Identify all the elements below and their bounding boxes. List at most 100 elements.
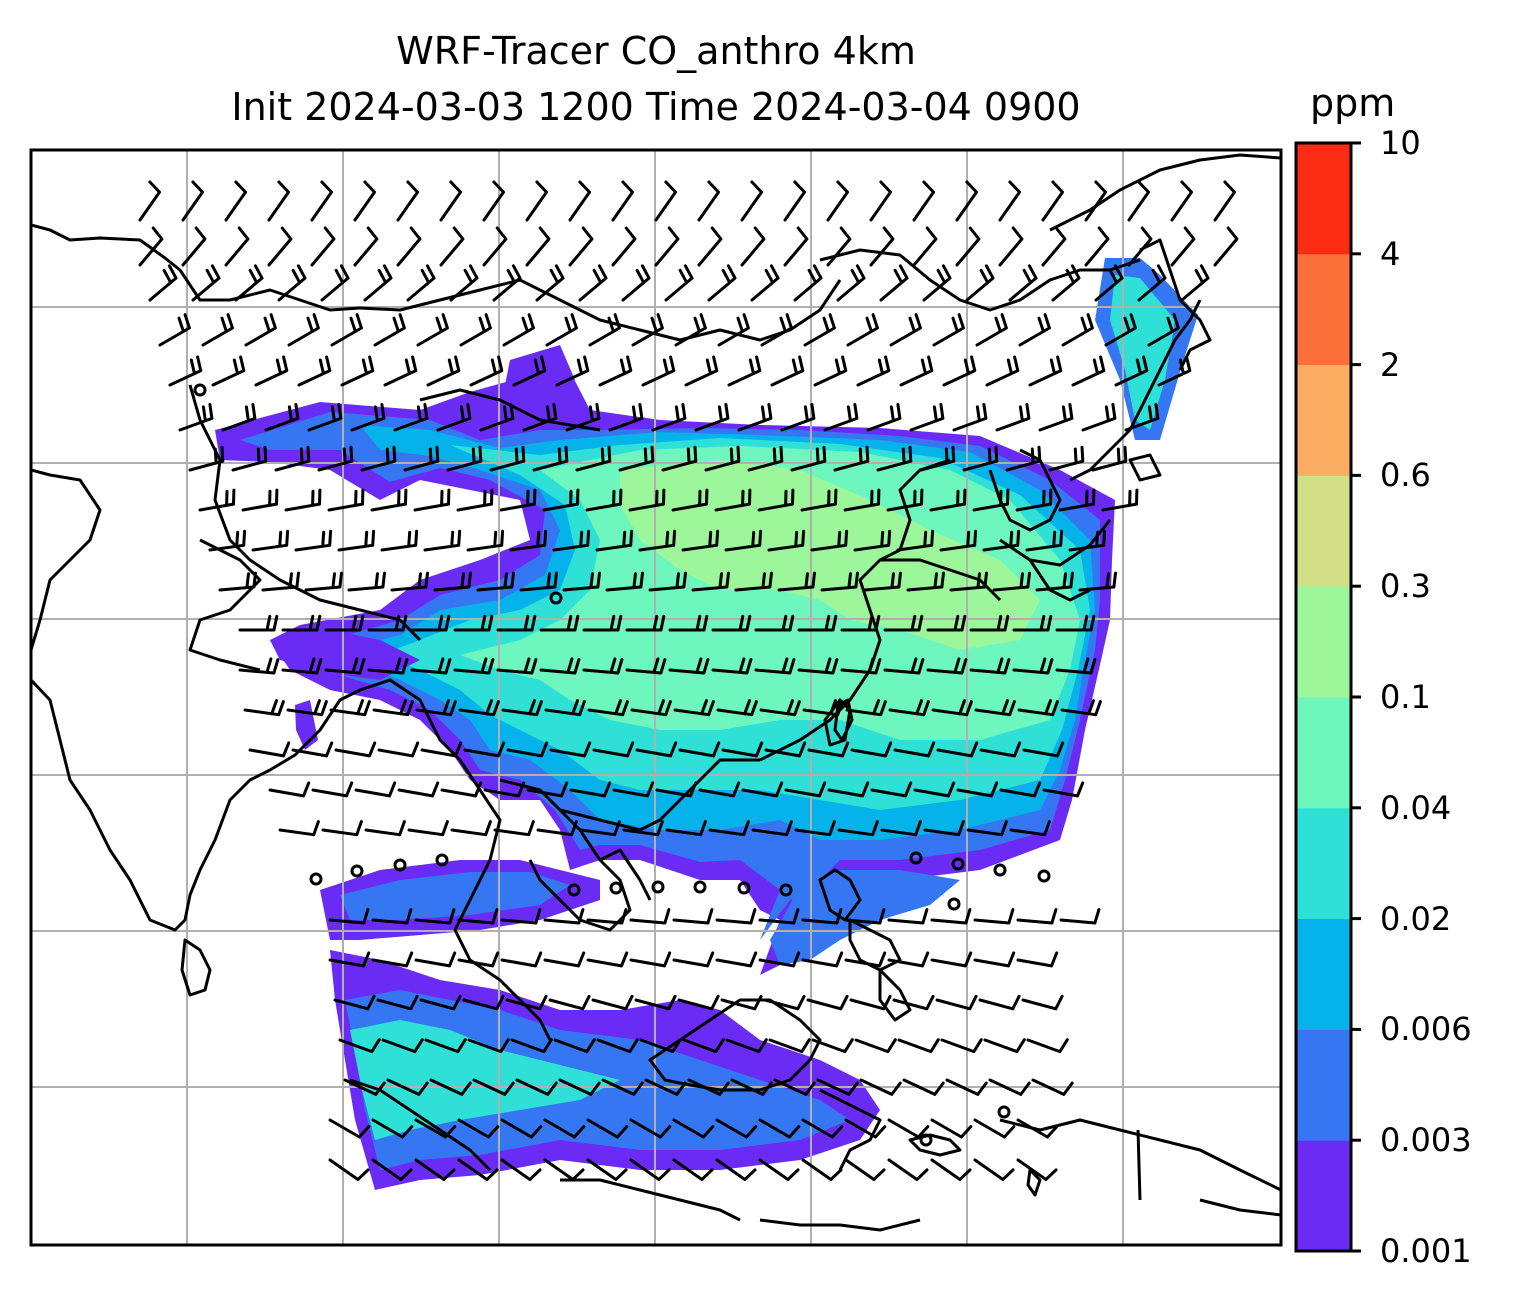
co-patch-philippines [770,870,960,965]
wind-barb [635,741,678,758]
wind-barb [811,1038,854,1054]
wind-barb [456,488,494,512]
wind-barb [264,403,300,432]
colorbar-unit-label: ppm [1310,81,1396,125]
wind-barb [694,403,730,432]
wind-barb [758,1118,801,1139]
wind-barb [1091,445,1128,472]
wind-barb [211,355,246,387]
wind-barb [704,445,741,472]
wind-barb [1078,571,1117,592]
wind-barb [793,264,823,302]
wind-barb [715,1118,758,1139]
wind-barb [1114,355,1149,387]
wind-barb [992,571,1031,592]
wind-barb [221,403,257,432]
wind-barb [543,908,585,925]
wind-barb [267,180,290,222]
wind-barb [784,781,827,798]
wind-barb [611,226,637,267]
wind-barb [329,699,371,717]
wind-barb [1101,488,1139,512]
wind-barb [330,313,363,347]
wind-barb [284,488,322,512]
wind-barb [949,571,988,592]
wind-barb [500,1158,542,1181]
colorbar-segment [1296,143,1351,255]
wind-barb [801,1158,843,1181]
wind-barb [697,180,720,222]
wind-barb [800,488,838,512]
wind-barb [827,781,870,798]
wind-barb [372,699,414,717]
colorbar-segment [1296,807,1351,920]
wind-barb [367,614,408,632]
wind-barb [813,355,848,387]
wind-barb [410,614,451,632]
wind-barb [515,1078,558,1096]
wind-barb [999,781,1042,798]
wind-barb [975,313,1008,347]
wind-barb [1055,657,1097,675]
wind-barb [354,781,397,798]
wind-barb [678,741,721,758]
wind-barb [1051,264,1081,302]
wind-barb [181,226,207,267]
wind-barb [307,403,343,432]
wind-barb [340,355,375,387]
wind-barb [880,820,922,837]
colorbar-segment [1296,697,1351,809]
wind-barb [224,180,247,222]
wind-barb [371,951,414,968]
wind-barb [178,403,214,432]
wind-barb [469,355,504,387]
plot-title-line2: Init 2024-03-03 1200 Time 2024-03-04 090… [231,85,1081,129]
wind-barb [338,1038,381,1054]
wind-barb [930,951,973,968]
wind-barb [466,529,505,552]
wind-barb [138,226,164,267]
wind-barb [1009,820,1051,837]
wind-barb [1016,1118,1059,1139]
wind-barb [367,657,409,675]
wind-barb [671,488,709,512]
wind-barb [1018,313,1051,347]
wind-barb [397,781,440,798]
wind-barb [806,994,849,1011]
wind-barb [500,951,543,968]
wind-barb [972,488,1010,512]
wind-barb [1022,741,1065,758]
wind-barb [844,951,887,968]
wind-barb [973,908,1015,925]
wind-barb [757,488,795,512]
wind-barb [639,1038,682,1054]
wind-barb [294,529,333,552]
wind-barb [386,1078,429,1096]
wind-barb [797,614,838,632]
wind-barb [932,313,965,347]
wind-barb [1041,226,1067,267]
wind-barb [853,529,892,552]
wind-barb [278,820,320,837]
colorbar-segment [1296,364,1351,476]
wind-barb [721,741,764,758]
wind-barb [1028,355,1063,387]
wind-barb [281,614,322,632]
wind-barb [506,741,549,758]
wind-barb [1035,571,1074,592]
wind-barb [328,951,371,968]
wind-barb [889,313,922,347]
wind-barb [482,226,508,267]
wind-barb [1180,264,1210,302]
wind-barb [844,908,886,925]
wind-barb [575,445,612,472]
wind-barb [973,951,1016,968]
wind-barb [544,699,586,717]
wind-barb [715,908,757,925]
wind-barb [876,445,913,472]
colorbar-segment [1296,918,1351,1030]
wind-barb [622,820,664,837]
wind-barb [665,820,707,837]
wind-barb [801,951,844,968]
wind-barb [1104,313,1137,347]
